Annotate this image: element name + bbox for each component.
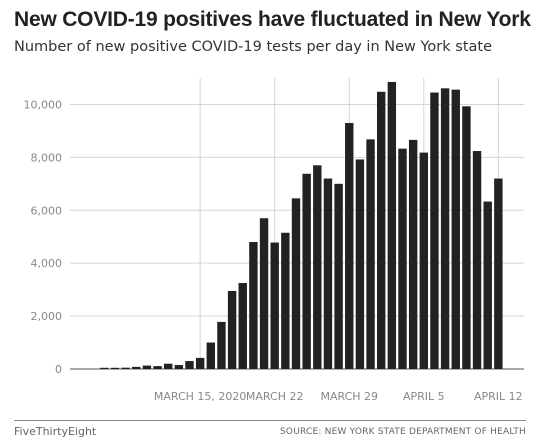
bar bbox=[121, 367, 130, 369]
bar bbox=[259, 218, 269, 369]
x-tick-label: MARCH 15, 2020 bbox=[154, 390, 247, 403]
x-tick-label: MARCH 29 bbox=[320, 390, 378, 403]
bar bbox=[483, 201, 492, 369]
y-tick-label: 4,000 bbox=[31, 257, 63, 270]
bar bbox=[323, 178, 333, 369]
bar bbox=[132, 366, 141, 369]
bar bbox=[302, 173, 311, 369]
bar bbox=[142, 365, 152, 369]
brand-label: FiveThirtyEight bbox=[14, 425, 97, 438]
y-axis-ticks: 0 2,000 4,000 6,000 8,000 10,000 bbox=[24, 98, 63, 376]
bar bbox=[345, 122, 354, 370]
bar bbox=[472, 151, 482, 369]
y-tick-label: 8,000 bbox=[31, 151, 63, 164]
bar bbox=[398, 148, 407, 369]
bar bbox=[451, 89, 460, 369]
y-tick-label: 10,000 bbox=[24, 98, 63, 111]
y-tick-label: 6,000 bbox=[31, 204, 63, 217]
bar bbox=[238, 283, 247, 369]
bar bbox=[291, 198, 301, 369]
bar bbox=[366, 139, 375, 369]
bar bbox=[419, 152, 428, 369]
bar bbox=[377, 91, 386, 370]
bar bbox=[217, 321, 226, 369]
bar bbox=[440, 88, 450, 370]
source-label: SOURCE: NEW YORK STATE DEPARTMENT OF HEA… bbox=[280, 427, 526, 437]
bar bbox=[227, 290, 237, 369]
bar bbox=[249, 242, 258, 369]
bar bbox=[430, 92, 439, 370]
bar bbox=[206, 342, 215, 369]
chart-title: New COVID-19 positives have fluctuated i… bbox=[14, 8, 531, 31]
x-tick-label: MARCH 22 bbox=[246, 390, 304, 403]
bar bbox=[462, 106, 471, 369]
bar bbox=[387, 81, 397, 369]
bar bbox=[270, 242, 279, 369]
bar bbox=[153, 366, 162, 369]
x-axis-ticks: MARCH 15, 2020 MARCH 22 MARCH 29 APRIL 5 APR… bbox=[154, 390, 523, 403]
bar bbox=[195, 357, 205, 369]
bar bbox=[313, 165, 322, 369]
bars bbox=[100, 81, 503, 370]
bar bbox=[110, 367, 120, 369]
y-tick-label: 0 bbox=[55, 363, 62, 376]
bar bbox=[494, 178, 503, 369]
bar bbox=[281, 232, 290, 369]
bar bbox=[185, 361, 194, 369]
x-tick-label: APRIL 5 bbox=[403, 390, 445, 403]
y-tick-label: 2,000 bbox=[31, 310, 63, 323]
bar bbox=[174, 365, 184, 369]
footer-divider bbox=[14, 420, 526, 421]
bar bbox=[355, 159, 365, 369]
x-tick-label: APRIL 12 bbox=[474, 390, 523, 403]
bar bbox=[408, 139, 418, 369]
bar bbox=[100, 367, 109, 369]
bar bbox=[334, 183, 343, 369]
bar bbox=[164, 363, 173, 369]
chart-subtitle: Number of new positive COVID-19 tests pe… bbox=[14, 39, 492, 55]
